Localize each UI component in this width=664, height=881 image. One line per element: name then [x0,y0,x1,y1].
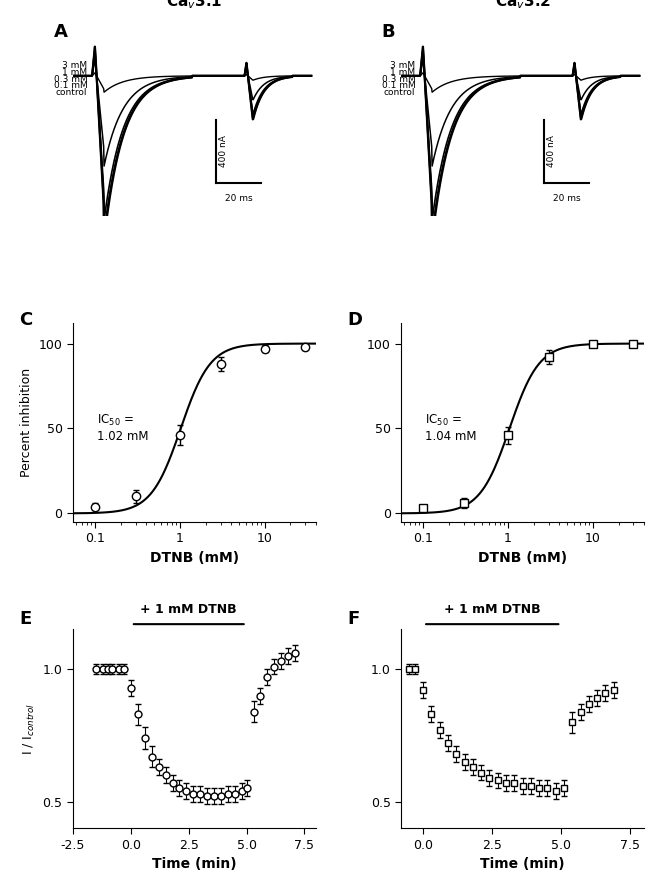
Text: 3 mM: 3 mM [62,62,88,70]
X-axis label: Time (min): Time (min) [480,857,565,871]
X-axis label: Time (min): Time (min) [152,857,237,871]
Y-axis label: Percent inhibition: Percent inhibition [20,368,33,478]
Text: C: C [19,311,33,329]
Text: control: control [56,88,88,97]
Text: 20 ms: 20 ms [225,195,252,204]
Text: D: D [348,311,363,329]
Text: 3 mM: 3 mM [390,62,416,70]
Text: 400 nA: 400 nA [219,136,228,167]
Text: 1 mM: 1 mM [390,68,416,77]
Text: control: control [384,88,416,97]
Text: E: E [19,610,32,627]
Text: 20 ms: 20 ms [553,195,580,204]
Text: B: B [382,23,395,41]
X-axis label: DTNB (mM): DTNB (mM) [478,551,567,565]
Y-axis label: I / I$_{control}$: I / I$_{control}$ [22,703,37,755]
Text: A: A [54,23,68,41]
Text: Ca$_v$3.2: Ca$_v$3.2 [495,0,550,11]
Text: IC$_{50}$ =
1.02 mM: IC$_{50}$ = 1.02 mM [98,412,149,443]
Text: 0.3 mM: 0.3 mM [382,75,416,84]
X-axis label: DTNB (mM): DTNB (mM) [150,551,239,565]
Text: + 1 mM DTNB: + 1 mM DTNB [444,603,540,616]
Text: 0.3 mM: 0.3 mM [54,75,88,84]
Text: 0.1 mM: 0.1 mM [382,81,416,90]
Text: IC$_{50}$ =
1.04 mM: IC$_{50}$ = 1.04 mM [426,412,477,443]
Text: 0.1 mM: 0.1 mM [54,81,88,90]
Text: Ca$_v$3.1: Ca$_v$3.1 [167,0,222,11]
Text: F: F [348,610,360,627]
Text: 400 nA: 400 nA [547,136,556,167]
Text: 1 mM: 1 mM [62,68,88,77]
Text: + 1 mM DTNB: + 1 mM DTNB [141,603,237,616]
